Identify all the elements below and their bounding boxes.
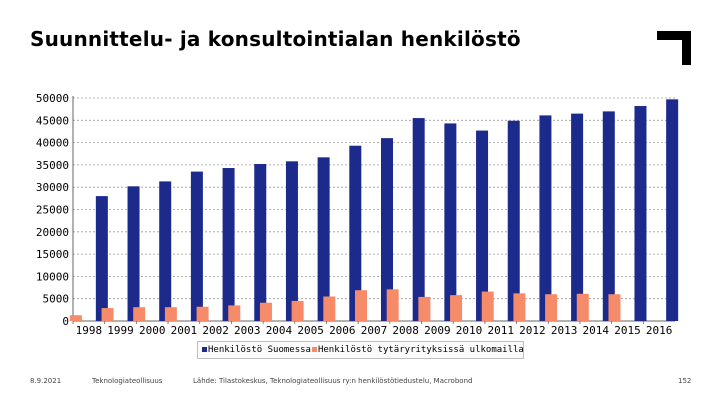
bar-finland <box>317 157 330 321</box>
x-tick-label: 2006 <box>329 324 356 337</box>
x-tick-label: 2016 <box>646 324 673 337</box>
x-tick-label: 2014 <box>583 324 610 337</box>
bar-abroad <box>291 300 304 321</box>
x-tick-label: 1999 <box>107 324 134 337</box>
y-tick-label: 40000 <box>36 137 69 150</box>
bar-abroad <box>481 291 494 321</box>
bar-finland <box>127 186 140 321</box>
bar-abroad <box>576 293 589 321</box>
bar-finland <box>539 115 552 321</box>
y-tick-label: 20000 <box>36 226 69 239</box>
legend-swatch-abroad <box>311 347 317 352</box>
bar-finland <box>602 111 615 321</box>
legend-swatch-finland <box>202 347 207 352</box>
bar-abroad <box>513 293 526 321</box>
bar-abroad <box>133 307 146 321</box>
brand-logo-icon <box>657 31 691 65</box>
y-tick-label: 25000 <box>36 204 69 217</box>
legend-label-finland: Henkilöstö Suomessa <box>208 345 311 355</box>
y-tick-label: 30000 <box>36 181 69 194</box>
y-tick-label: 50000 <box>36 92 69 105</box>
bar-finland <box>444 123 457 321</box>
y-tick-label: 0 <box>62 315 69 328</box>
x-tick-label: 2001 <box>171 324 198 337</box>
legend-label-abroad: Henkilöstö tytäryrityksissä ulkomailla <box>317 345 524 355</box>
x-tick-label: 2000 <box>139 324 166 337</box>
bar-abroad <box>228 305 241 321</box>
chart-bars <box>69 99 679 321</box>
bar-finland <box>222 168 235 321</box>
y-tick-label: 10000 <box>36 270 69 283</box>
bar-finland <box>666 99 679 321</box>
bar-finland <box>285 161 298 321</box>
bar-abroad <box>101 308 114 321</box>
bar-finland <box>349 145 362 321</box>
bar-finland <box>254 164 267 321</box>
y-tick-label: 5000 <box>43 293 70 306</box>
bar-finland <box>571 113 584 321</box>
bar-abroad <box>545 294 558 321</box>
x-tick-label: 2013 <box>551 324 578 337</box>
x-tick-label: 2004 <box>266 324 293 337</box>
x-tick-label: 2009 <box>424 324 451 337</box>
x-tick-label: 2011 <box>487 324 514 337</box>
bar-finland <box>159 181 172 321</box>
x-tick-label: 2015 <box>614 324 641 337</box>
x-tick-label: 2003 <box>234 324 261 337</box>
bar-abroad <box>418 296 431 321</box>
y-tick-label: 15000 <box>36 248 69 261</box>
bar-finland <box>507 120 520 321</box>
bar-abroad <box>450 295 463 321</box>
x-tick-label: 2002 <box>202 324 229 337</box>
footer-date: 8.9.2021 <box>30 377 62 385</box>
y-tick-label: 35000 <box>36 159 69 172</box>
bar-finland <box>190 171 203 321</box>
footer-org: Teknologiateollisuus <box>92 377 163 385</box>
page-title: Suunnittelu- ja konsultointialan henkilö… <box>30 27 521 51</box>
x-tick-label: 2010 <box>456 324 483 337</box>
x-tick-label: 2008 <box>392 324 419 337</box>
bar-abroad <box>386 289 399 321</box>
footer-page-number: 152 <box>678 377 692 385</box>
bar-abroad <box>608 294 621 321</box>
x-tick-label: 2005 <box>297 324 324 337</box>
x-tick-label: 2007 <box>361 324 388 337</box>
footer-source: Lähde: Tilastokeskus, Teknologiateollisu… <box>193 377 473 385</box>
x-tick-label: 2012 <box>519 324 546 337</box>
bar-abroad <box>69 315 82 321</box>
bar-finland <box>95 196 108 321</box>
bar-finland <box>412 118 425 321</box>
bar-finland <box>476 130 489 321</box>
bar-abroad <box>323 296 336 321</box>
bar-finland <box>634 106 647 321</box>
y-tick-label: 45000 <box>36 114 69 127</box>
chart-legend: Henkilöstö Suomessa Henkilöstö tytäryrity… <box>197 341 524 359</box>
bar-abroad <box>259 302 272 321</box>
bar-abroad <box>355 290 367 321</box>
x-tick-label: 1998 <box>76 324 103 337</box>
chart-labels: 0 5000 10000 15000 20000 25000 30000 35000 40000… <box>36 92 673 337</box>
bar-abroad <box>196 306 209 321</box>
bar-finland <box>381 138 393 321</box>
bar-abroad <box>164 307 177 321</box>
